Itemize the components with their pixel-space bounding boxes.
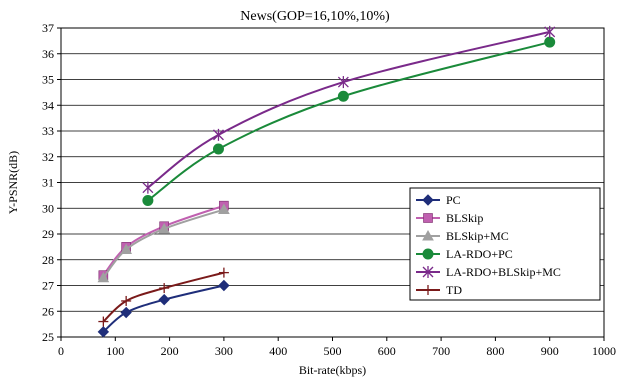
y-tick-label: 28 (42, 253, 54, 267)
legend-marker (422, 229, 434, 241)
x-tick-label: 700 (432, 344, 450, 358)
data-point (218, 267, 229, 278)
legend-marker (422, 248, 434, 260)
y-tick-label: 27 (42, 279, 54, 293)
x-tick-label: 100 (106, 344, 124, 358)
legend-label: LA-RDO+PC (446, 247, 513, 261)
series-4 (142, 25, 556, 194)
series-3 (142, 36, 556, 207)
legend-item: TD (416, 283, 462, 297)
legend-label: BLSkip+MC (446, 229, 509, 243)
series-line (102, 284, 225, 333)
data-point (97, 326, 110, 338)
x-tick-label: 300 (215, 344, 233, 358)
series-2 (97, 203, 230, 283)
series-line (147, 30, 550, 189)
x-tick-label: 500 (324, 344, 342, 358)
y-axis-label: Y-PSNR(dB) (6, 151, 20, 214)
data-point (121, 295, 132, 306)
y-tick-label: 32 (42, 150, 54, 164)
data-point (159, 283, 170, 294)
data-point (212, 143, 224, 155)
data-point (98, 316, 109, 327)
legend-label: PC (446, 193, 461, 207)
legend-item: LA-RDO+BLSkip+MC (416, 265, 561, 279)
legend-marker (422, 266, 434, 278)
x-tick-label: 200 (161, 344, 179, 358)
data-point (120, 243, 133, 254)
legend-label: LA-RDO+BLSkip+MC (446, 265, 561, 279)
legend-label: TD (446, 283, 462, 297)
data-point (120, 306, 132, 319)
y-tick-label: 25 (42, 330, 54, 344)
series-line (102, 208, 225, 279)
y-tick-label: 33 (42, 124, 54, 138)
chart-title: News(GOP=16,10%,10%) (240, 9, 390, 24)
legend-item: LA-RDO+PC (416, 247, 513, 261)
data-point (158, 222, 171, 234)
y-tick-label: 30 (42, 201, 54, 215)
x-tick-label: 0 (58, 344, 64, 358)
y-tick-label: 31 (42, 176, 54, 190)
legend-label: BLSkip (446, 211, 483, 225)
y-tick-label: 26 (42, 304, 54, 318)
legend: PC BLSkip BLSkip+MC LA-RDO+PC LA-RDO+BLSkip+… (409, 187, 601, 301)
data-point (218, 279, 230, 292)
data-point (218, 203, 230, 215)
legend-marker (423, 213, 433, 223)
data-point (544, 25, 556, 38)
x-tick-label: 1000 (592, 344, 616, 358)
y-tick-label: 29 (42, 227, 54, 241)
series-line (147, 41, 550, 202)
y-tick-label: 37 (42, 21, 54, 35)
series-line (102, 271, 225, 323)
series-0 (97, 279, 230, 338)
x-tick-label: 800 (486, 344, 504, 358)
data-point (142, 181, 154, 194)
legend-item: PC (416, 193, 461, 207)
series-5 (98, 267, 229, 327)
data-point (158, 293, 170, 306)
y-tick-label: 34 (42, 98, 54, 112)
x-tick-label: 600 (378, 344, 396, 358)
y-tick-label: 36 (42, 47, 54, 61)
y-tick-label: 35 (42, 73, 54, 87)
legend-box (409, 187, 601, 301)
x-tick-label: 400 (269, 344, 287, 358)
legend-item: BLSkip (416, 211, 483, 225)
legend-item: BLSkip+MC (416, 229, 509, 243)
legend-marker (422, 194, 434, 206)
data-point (142, 195, 154, 207)
data-point (337, 90, 349, 102)
data-point (213, 128, 224, 141)
legend-marker (423, 285, 433, 295)
x-tick-label: 900 (541, 344, 559, 358)
data-point (544, 36, 556, 48)
data-point (337, 76, 349, 89)
x-axis-label: Bit-rate(kbps) (299, 363, 366, 377)
data-point (97, 271, 110, 283)
series-line (102, 204, 225, 276)
